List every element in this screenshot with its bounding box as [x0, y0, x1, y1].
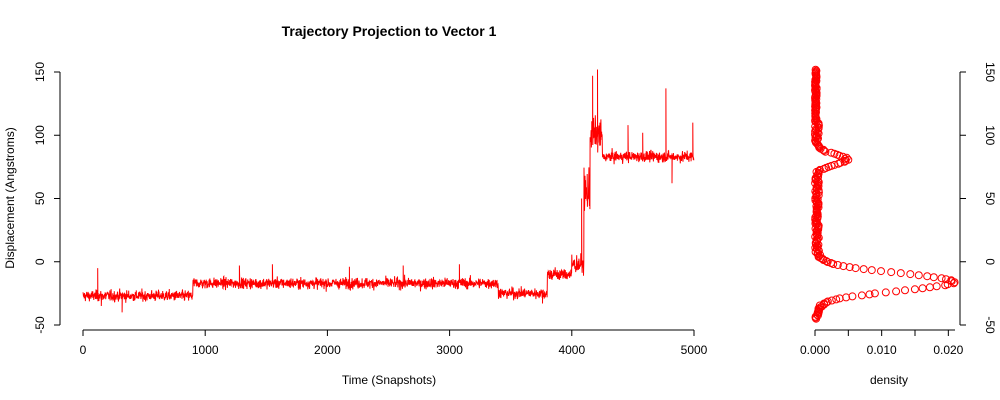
density-y-tick-label: -50: [983, 316, 997, 334]
density-point: [906, 270, 915, 279]
y-tick-label: 0: [33, 258, 47, 265]
density-point: [822, 298, 831, 307]
y-tick-label: 100: [33, 125, 47, 145]
density-y-tick-label: 100: [983, 125, 997, 145]
density-point: [901, 286, 909, 295]
density-point: [811, 65, 820, 74]
density-point: [947, 276, 956, 285]
density-point: [832, 295, 841, 304]
y-tick-label: 150: [33, 62, 47, 82]
y-axis-title: Displacement (Angstroms): [3, 127, 17, 268]
density-y-ticks: -50 0 50 100 150: [960, 62, 997, 334]
density-y-tick-label: 0: [983, 258, 997, 265]
density-point: [892, 287, 901, 296]
x-tick-label: 4000: [558, 343, 585, 357]
density-point: [870, 289, 879, 298]
density-point: [867, 266, 876, 275]
x-tick-label: 3000: [436, 343, 463, 357]
density-point: [851, 264, 860, 273]
density-point: [914, 271, 923, 280]
density-point: [827, 148, 836, 157]
density-x-tick-label: 0.000: [800, 343, 830, 357]
main-title: Trajectory Projection to Vector 1: [282, 23, 497, 39]
density-y-tick-label: 150: [983, 62, 997, 82]
x-axis-title: Time (Snapshots): [342, 373, 436, 387]
density-point: [815, 301, 824, 310]
density-point: [848, 292, 857, 301]
density-point: [896, 269, 905, 278]
density-point: [910, 285, 919, 294]
density-point: [842, 153, 851, 162]
x-tick-label: 0: [80, 343, 87, 357]
density-point: [811, 130, 819, 139]
density-point: [827, 296, 836, 305]
x-ticks: 0 1000 2000 3000 4000 5000: [80, 330, 708, 357]
density-point: [865, 290, 874, 299]
density-x-tick-label: 0.010: [867, 343, 897, 357]
density-x-tick-label: 0.020: [933, 343, 963, 357]
density-point: [942, 275, 950, 284]
density-point: [845, 263, 854, 272]
density-point: [932, 282, 941, 291]
density-point: [842, 293, 851, 302]
density-point: [929, 273, 938, 282]
density-point: [827, 259, 835, 267]
density-x-axis-title: density: [870, 373, 908, 387]
density-point: [925, 283, 934, 292]
trajectory-series-line: [82, 69, 695, 313]
density-point: [830, 149, 839, 158]
density-point: [877, 267, 885, 276]
density-point: [839, 262, 848, 271]
density-point: [839, 152, 847, 161]
density-y-tick-label: 50: [983, 192, 997, 206]
density-series: [811, 65, 959, 323]
density-point: [923, 272, 932, 281]
y-tick-label: 50: [33, 192, 47, 206]
density-x-ticks: 0.000 0.010 0.020: [800, 330, 964, 357]
trajectory-plot: 0 1000 2000 3000 4000 5000 -50 0 50 100 150 Time …: [3, 62, 708, 387]
density-point: [857, 291, 866, 300]
x-tick-label: 2000: [314, 343, 341, 357]
density-point: [812, 66, 821, 75]
density-point: [823, 297, 832, 306]
density-point: [859, 265, 868, 274]
density-point: [881, 288, 890, 297]
density-point: [918, 284, 927, 293]
density-point: [887, 268, 896, 277]
y-tick-label: -50: [33, 316, 47, 334]
x-tick-label: 5000: [681, 343, 708, 357]
density-plot: 0.000 0.010 0.020 -50 0 50 100 150 density: [800, 62, 997, 387]
y-ticks: -50 0 50 100 150: [33, 62, 60, 334]
density-point: [814, 166, 823, 175]
density-point: [937, 274, 946, 283]
x-tick-label: 1000: [192, 343, 219, 357]
